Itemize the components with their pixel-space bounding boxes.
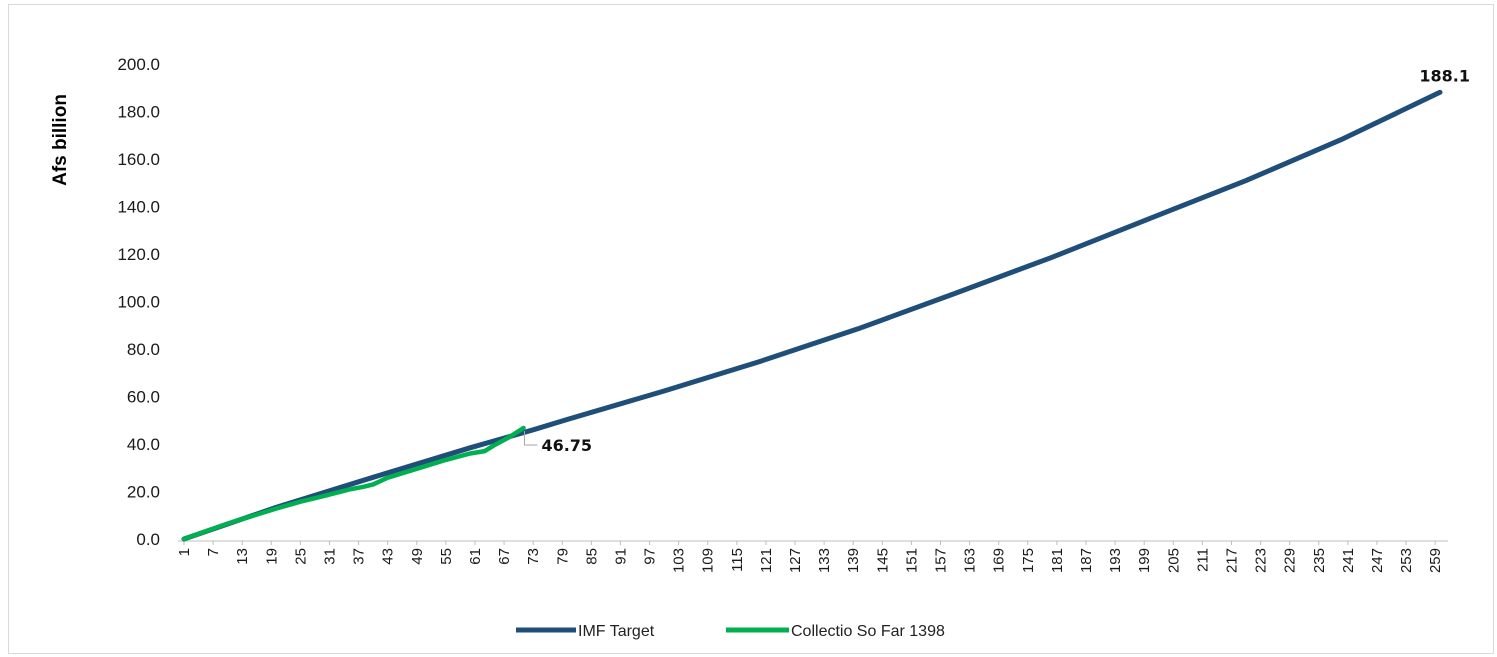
x-tick-label: 115 xyxy=(729,548,746,572)
y-tick-label: 100.0 xyxy=(117,293,160,312)
x-tick-label: 61 xyxy=(467,548,484,565)
legend-label-imf-target: IMF Target xyxy=(578,623,655,640)
y-tick-label: 0.0 xyxy=(136,530,160,549)
x-tick-label: 79 xyxy=(554,548,571,565)
y-tick-label: 180.0 xyxy=(117,103,160,122)
y-tick-label: 20.0 xyxy=(127,483,160,502)
x-tick-label: 193 xyxy=(1107,548,1124,573)
x-tick-label: 145 xyxy=(874,548,891,573)
x-tick-label: 181 xyxy=(1049,548,1066,573)
x-tick-label: 139 xyxy=(845,548,862,573)
y-tick-label: 140.0 xyxy=(117,198,160,217)
x-tick-label: 133 xyxy=(816,548,833,573)
x-tick-label: 109 xyxy=(700,548,717,573)
x-tick-label: 19 xyxy=(263,548,280,565)
data-label-imf-target-end: 188.1 xyxy=(1419,66,1470,85)
x-tick-label: 97 xyxy=(642,548,659,565)
x-tick-label: 121 xyxy=(758,548,775,573)
x-tick-label: 67 xyxy=(496,548,513,565)
x-tick-label: 217 xyxy=(1223,548,1240,573)
legend: IMF Target Collectio So Far 1398 xyxy=(516,623,945,640)
x-tick-label: 151 xyxy=(903,548,920,573)
x-tick-label: 25 xyxy=(292,548,309,565)
x-tick-label: 187 xyxy=(1078,548,1095,573)
y-tick-label: 60.0 xyxy=(127,388,160,407)
x-tick-label: 235 xyxy=(1311,548,1328,573)
x-tick-label: 127 xyxy=(787,548,804,573)
x-tick-label: 91 xyxy=(612,548,629,565)
x-tick-label: 55 xyxy=(438,548,455,565)
x-tick-label: 199 xyxy=(1136,548,1153,573)
x-tick-label: 85 xyxy=(583,548,600,565)
chart-frame xyxy=(8,4,1494,654)
x-tick-label: 103 xyxy=(671,548,688,573)
x-tick-label: 49 xyxy=(409,548,426,565)
series-line-collection xyxy=(181,425,526,542)
axes-group: 0.0 20.0 40.0 60.0 80.0 100.0 120.0 140.0 160.0 1… xyxy=(117,55,1448,573)
x-tick-label: 1 xyxy=(176,548,193,556)
x-tick-label: 43 xyxy=(380,548,397,565)
x-tick-label: 13 xyxy=(234,548,251,565)
x-tick-label: 259 xyxy=(1427,548,1444,573)
legend-label-collection: Collectio So Far 1398 xyxy=(791,623,945,640)
series-group xyxy=(181,89,1443,542)
y-axis-label: Afs billion xyxy=(50,94,71,186)
x-tick-label: 211 xyxy=(1194,548,1211,572)
x-tick-label: 37 xyxy=(351,548,368,565)
data-label-leader-line xyxy=(523,430,538,446)
labels-group: 46.75 188.1 xyxy=(523,66,1470,455)
x-tick-label: 73 xyxy=(525,548,542,565)
x-tick-label: 223 xyxy=(1253,548,1270,573)
x-tick-label: 229 xyxy=(1282,548,1299,573)
x-tick-label: 31 xyxy=(321,548,338,565)
y-tick-label: 80.0 xyxy=(127,340,160,359)
x-tick-label: 7 xyxy=(205,548,222,556)
y-tick-label: 160.0 xyxy=(117,150,160,169)
y-tick-label: 120.0 xyxy=(117,245,160,264)
data-label-collection-end: 46.75 xyxy=(541,436,592,455)
x-tick-label: 163 xyxy=(962,548,979,573)
y-tick-label: 40.0 xyxy=(127,435,160,454)
x-tick-label: 175 xyxy=(1020,548,1037,573)
x-tick-label: 157 xyxy=(933,548,950,573)
x-tick-label: 169 xyxy=(991,548,1008,573)
x-tick-label: 241 xyxy=(1340,548,1357,573)
y-tick-label: 200.0 xyxy=(117,55,160,74)
series-line-imf-target xyxy=(181,89,1443,542)
x-tick-label: 253 xyxy=(1398,548,1415,573)
x-tick-label: 247 xyxy=(1369,548,1386,573)
x-tick-label: 205 xyxy=(1165,548,1182,573)
